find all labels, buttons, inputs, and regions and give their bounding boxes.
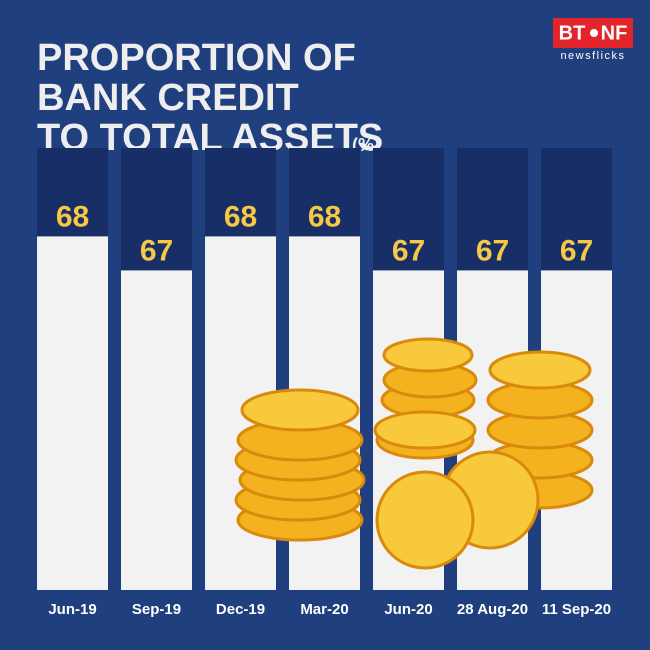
x-tick-label: Mar-20: [300, 601, 348, 618]
chart-title: PROPORTION OF: [37, 37, 356, 79]
value-label: 67: [392, 234, 425, 267]
x-tick-label: Dec-19: [216, 601, 265, 618]
logo-dot: [590, 29, 598, 37]
bar: [37, 236, 108, 590]
coin: [375, 470, 475, 570]
logo-text: NF: [601, 22, 628, 44]
x-tick-label: Jun-20: [384, 601, 432, 618]
labels: 68 Jun-19 67 Sep-19 68 Dec-19 68 Mar-20 67 Jun-20…: [48, 200, 611, 618]
x-tick-label: Jun-19: [48, 601, 96, 618]
bar: [121, 270, 192, 590]
value-label: 67: [476, 234, 509, 267]
x-tick-label: 11 Sep-20: [542, 601, 611, 618]
x-tick-label: Sep-19: [132, 601, 181, 618]
value-label: 68: [308, 200, 341, 233]
logo-text: BT: [559, 22, 586, 44]
coin: [382, 337, 474, 373]
coin: [373, 410, 477, 450]
value-label: 68: [224, 200, 257, 233]
coin: [240, 388, 360, 432]
logo-tagline: newsflicks: [560, 50, 625, 62]
logo: BT NF newsflicks: [553, 18, 633, 62]
value-label: 67: [560, 234, 593, 267]
value-label: 68: [56, 200, 89, 233]
coins: [234, 337, 594, 570]
value-label: 67: [140, 234, 173, 267]
x-tick-label: 28 Aug-20: [457, 601, 528, 618]
chart-title: BANK CREDIT: [37, 77, 299, 119]
coin: [488, 350, 592, 390]
